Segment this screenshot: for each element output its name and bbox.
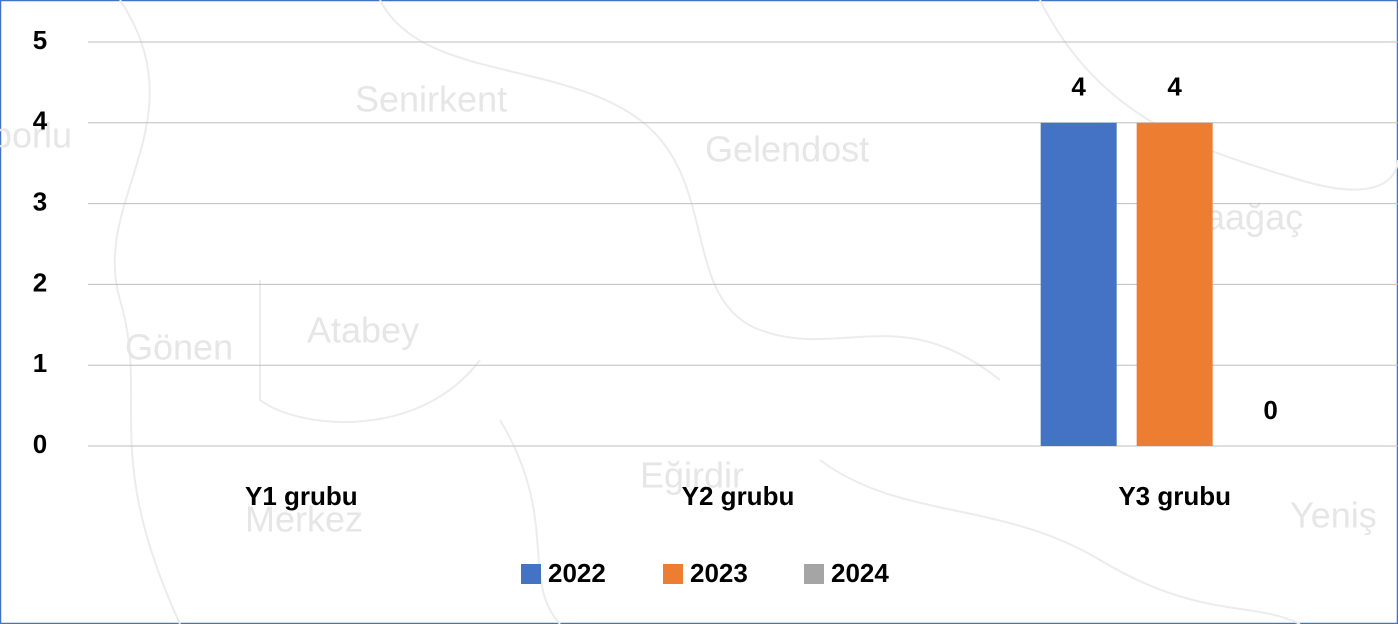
legend-label: 2023 [690,558,748,588]
y-tick-label: 2 [33,267,47,297]
map-outline [113,0,1398,624]
bar [1040,122,1117,447]
data-label: 4 [1071,72,1086,102]
map-label: Senirkent [355,79,507,120]
legend-swatch [521,564,541,584]
map-label: Yeniş [1290,495,1377,536]
bar [1136,122,1213,447]
legend-label: 2024 [831,558,889,588]
x-tick-label: Y2 grubu [682,481,795,511]
y-tick-label: 0 [33,429,47,459]
data-label: 0 [1263,395,1277,425]
y-tick-label: 3 [33,186,47,216]
legend-label: 2022 [548,558,606,588]
x-tick-label: Y3 grubu [1118,481,1231,511]
y-tick-label: 4 [33,106,48,136]
map-label: Merkez [245,499,363,540]
y-tick-label: 5 [33,25,47,55]
map-label: Atabey [307,310,419,351]
y-tick-label: 1 [33,348,47,378]
x-tick-label: Y1 grubu [245,481,358,511]
map-label: aağaç [1205,197,1303,238]
legend-swatch [663,564,683,584]
legend-swatch [804,564,824,584]
map-label: Eğirdir [640,455,744,496]
map-label: Gelendost [705,129,869,170]
map-label: Gönen [125,327,233,368]
data-label: 4 [1167,72,1182,102]
map-label: borlu [0,115,72,156]
